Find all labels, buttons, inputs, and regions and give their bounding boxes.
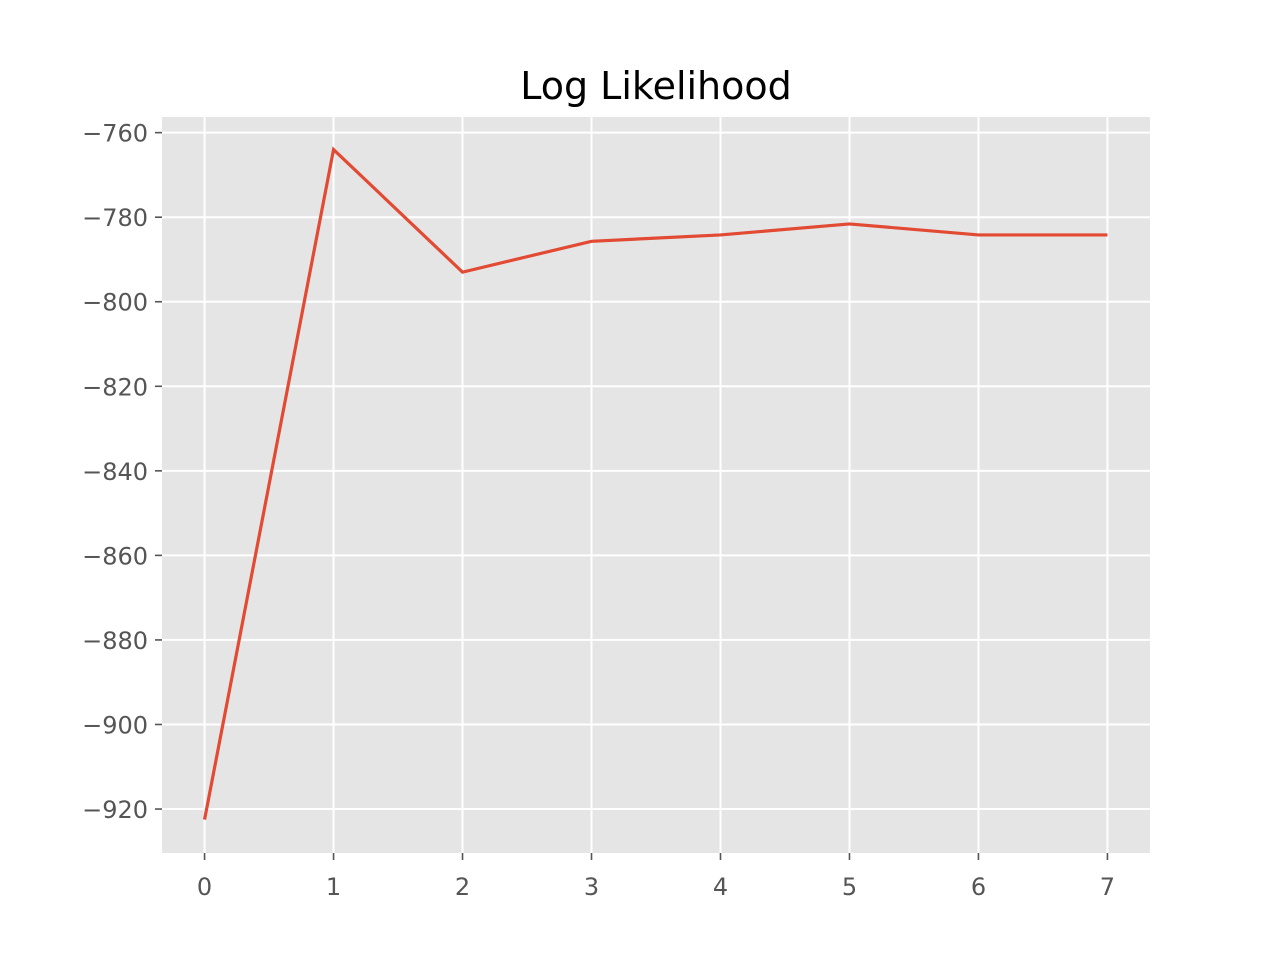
y-tick-label: −820 xyxy=(82,373,148,401)
x-tick-label: 0 xyxy=(197,873,212,901)
x-tick-label: 3 xyxy=(584,873,599,901)
axis-ticks: 0 1 2 3 4 5 6 7 −920 −900 −880 −860 −840 −820 −800 −780… xyxy=(82,120,1115,901)
series-layer xyxy=(202,146,1108,820)
y-tick-label: −780 xyxy=(82,204,148,232)
chart-title: Log Likelihood xyxy=(520,64,792,108)
y-tick-label: −760 xyxy=(82,120,148,148)
grid-lines xyxy=(162,117,1150,853)
y-tick-label: −880 xyxy=(82,627,148,655)
x-tick-label: 2 xyxy=(455,873,470,901)
x-tick-label: 4 xyxy=(713,873,728,901)
plot-area xyxy=(162,117,1150,853)
x-tick-label: 1 xyxy=(326,873,341,901)
y-tick-label: −840 xyxy=(82,458,148,486)
y-tick-label: −800 xyxy=(82,289,148,317)
x-tick-label: 7 xyxy=(1100,873,1115,901)
x-tick-label: 6 xyxy=(971,873,986,901)
y-tick-label: −860 xyxy=(82,542,148,570)
y-tick-label: −900 xyxy=(82,711,148,739)
x-tick-label: 5 xyxy=(842,873,857,901)
y-tick-label: −920 xyxy=(82,796,148,824)
series-line xyxy=(202,146,1108,820)
